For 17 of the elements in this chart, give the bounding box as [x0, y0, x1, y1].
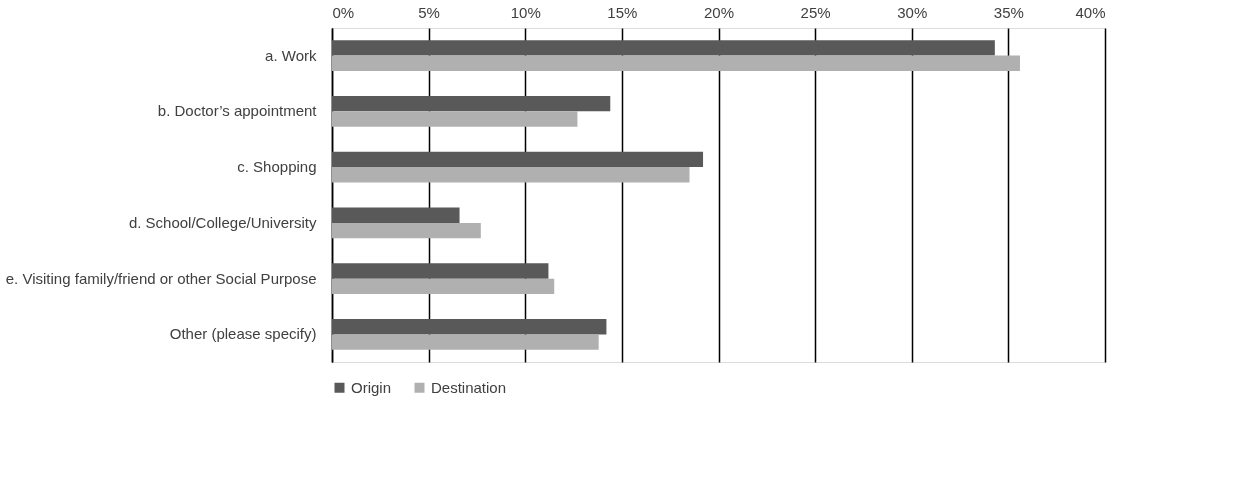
x-tick-label: 40%: [1075, 3, 1106, 21]
x-tick-label: 0%: [332, 3, 355, 21]
y-tick-label: Other (please specify): [169, 325, 317, 343]
x-tick-label: 25%: [800, 3, 831, 21]
x-tick-label: 35%: [993, 3, 1024, 21]
x-tick-label: 20%: [703, 3, 735, 21]
x-tick-label: 5%: [418, 3, 440, 21]
legend-label: Origin: [351, 378, 392, 396]
x-tick-label: 15%: [607, 3, 638, 21]
x-tick-label: 10%: [510, 3, 541, 21]
y-tick-label: c. Shopping: [237, 158, 317, 176]
legend-label: Destination: [431, 378, 507, 396]
y-tick-label: e. Visiting family/friend or other Social Purpose: [5, 269, 317, 287]
y-tick-label: d. School/College/University: [128, 213, 317, 231]
x-tick-label: 30%: [897, 3, 928, 21]
y-tick-label: b. Doctor’s appointment: [157, 102, 318, 120]
y-tick-label: a. Work: [265, 46, 317, 64]
